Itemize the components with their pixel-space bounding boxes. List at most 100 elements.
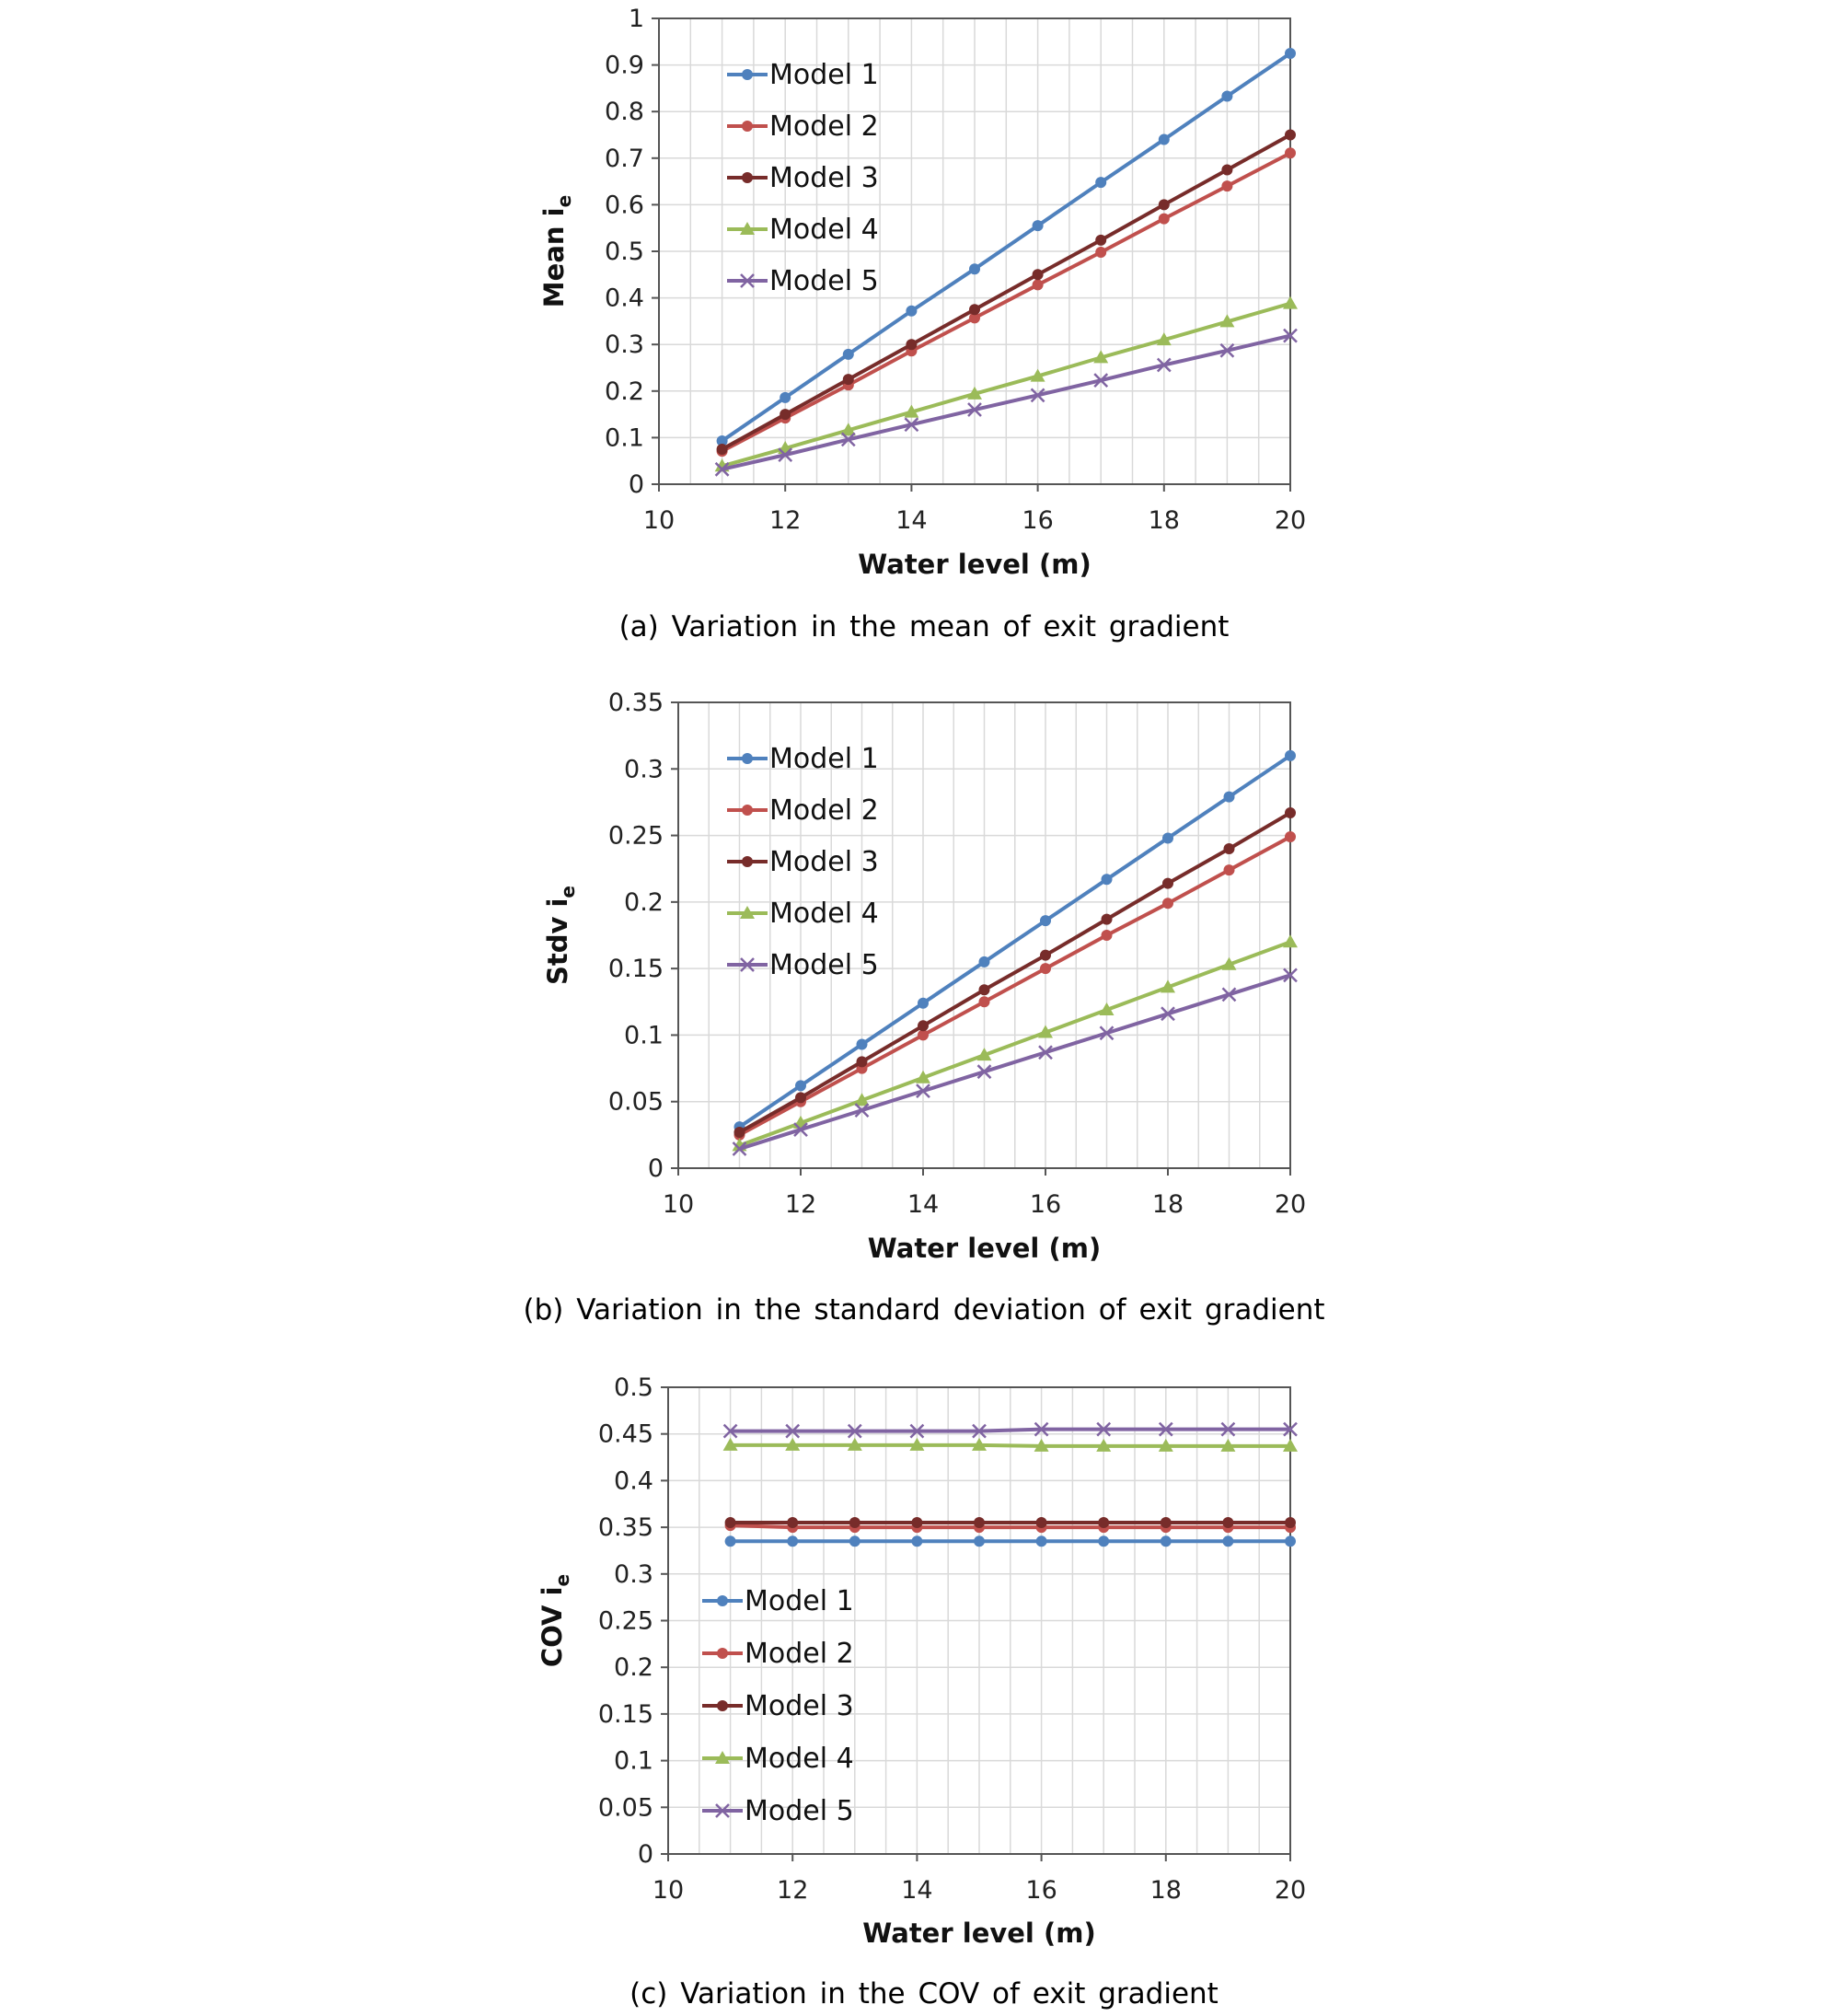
data-point xyxy=(854,1103,870,1118)
y-tick-label: 0.45 xyxy=(598,1420,653,1449)
x-tick-label: 18 xyxy=(1150,1876,1182,1905)
data-point xyxy=(918,1029,929,1041)
data-point xyxy=(1096,1438,1112,1452)
legend-label: Model 3 xyxy=(769,162,879,194)
series-line xyxy=(722,301,1291,469)
legend-item: Model 1 xyxy=(727,59,879,91)
legend: Model 1 Model 2 Model 3 Model 4 Model 5 xyxy=(727,743,879,981)
data-point xyxy=(849,1535,860,1547)
y-tick-label: 0 xyxy=(638,1840,653,1869)
data-point xyxy=(1221,180,1233,192)
legend: Model 1 Model 2 Model 3 Model 4 Model 5 xyxy=(702,1585,854,1827)
data-point xyxy=(916,1083,930,1099)
data-point xyxy=(1040,949,1051,961)
data-point xyxy=(1162,898,1173,910)
data-point xyxy=(1158,199,1170,211)
y-tick-label: 0.8 xyxy=(605,98,644,126)
series-model-5 xyxy=(722,1421,1298,1439)
data-point xyxy=(1038,1045,1053,1060)
legend-marker xyxy=(742,753,753,764)
x-axis-title: Water level (m) xyxy=(868,1233,1101,1264)
y-tick-label: 0.35 xyxy=(608,689,664,717)
data-point xyxy=(978,996,990,1008)
data-point xyxy=(1098,1535,1110,1547)
data-point xyxy=(1162,832,1173,844)
data-point xyxy=(904,417,919,433)
y-axis-ticks: 0 0.1 0.2 0.3 0.4 0.5 0.6 0.7 0.8 0.9 1 xyxy=(605,5,659,499)
x-tick-label: 20 xyxy=(1275,506,1306,535)
data-point xyxy=(1285,129,1296,141)
data-point xyxy=(1034,1438,1049,1452)
y-tick-label: 1 xyxy=(629,5,644,33)
series-model-5 xyxy=(732,967,1298,1156)
series-line xyxy=(738,940,1291,1148)
x-axis-title: Water level (m) xyxy=(862,1918,1095,1949)
data-point xyxy=(969,304,980,316)
series-line xyxy=(738,973,1291,1151)
data-point xyxy=(1221,90,1233,102)
data-point xyxy=(780,391,791,403)
y-tick-label: 0.4 xyxy=(614,1466,653,1495)
x-tick-label: 14 xyxy=(901,1876,932,1905)
chart-caption-mean: (a) Variation in the mean of exit gradie… xyxy=(618,610,1230,643)
legend-item: Model 1 xyxy=(727,743,879,775)
data-point xyxy=(716,434,728,446)
y-tick-label: 0 xyxy=(629,470,644,499)
series-model-1 xyxy=(724,1535,1296,1547)
y-axis-ticks: 0 0.05 0.1 0.15 0.2 0.25 0.3 0.35 xyxy=(608,689,678,1183)
data-point xyxy=(1219,314,1235,328)
data-point xyxy=(1034,1421,1049,1437)
x-tick-label: 18 xyxy=(1152,1190,1184,1219)
chart-caption-cov: (c) Variation in the COV of exit gradien… xyxy=(629,1977,1219,2010)
data-point xyxy=(849,1517,860,1529)
legend-label: Model 4 xyxy=(745,1743,854,1775)
data-point xyxy=(1158,1421,1173,1437)
data-point xyxy=(974,1517,985,1529)
y-tick-label: 0.5 xyxy=(605,238,644,266)
y-tick-label: 0.7 xyxy=(605,145,644,173)
y-tick-label: 0.1 xyxy=(624,1021,664,1049)
chart-panel-mean: 0 0.1 0.2 0.3 0.4 0.5 0.6 0.7 0.8 0.9 1 10 12 14 16 18 2… xyxy=(0,0,1848,644)
data-point xyxy=(854,1093,870,1106)
legend-label: Model 5 xyxy=(769,265,879,297)
data-point xyxy=(1285,831,1296,843)
series-line xyxy=(730,1427,1290,1433)
legend-item: Model 5 xyxy=(702,1795,854,1827)
y-axis-title-subscript: e xyxy=(551,1574,573,1587)
data-point xyxy=(1035,1535,1047,1547)
x-tick-label: 12 xyxy=(777,1876,808,1905)
data-point xyxy=(967,386,982,400)
legend-label: Model 2 xyxy=(769,110,879,143)
series-model-2 xyxy=(716,147,1296,458)
legend-label: Model 3 xyxy=(769,846,879,878)
chart-caption-stdv: (b) Variation in the standard deviation … xyxy=(523,1293,1325,1327)
data-point xyxy=(918,1020,929,1032)
legend-item: Model 5 xyxy=(727,949,879,981)
data-point xyxy=(978,956,990,967)
y-tick-label: 0.15 xyxy=(598,1700,653,1729)
legend-marker xyxy=(742,805,753,816)
data-point xyxy=(1101,930,1113,941)
y-axis-title: Stdv ie xyxy=(542,886,579,985)
y-tick-label: 0.2 xyxy=(624,888,664,917)
mean-exit-gradient-chart: 0 0.1 0.2 0.3 0.4 0.5 0.6 0.7 0.8 0.9 1 10 12 14 16 18 2… xyxy=(538,5,1306,580)
data-point xyxy=(1038,1025,1053,1038)
data-point xyxy=(847,1437,862,1451)
data-point xyxy=(1095,234,1107,246)
legend-label: Model 4 xyxy=(769,898,879,930)
data-point xyxy=(1220,1438,1236,1452)
legend-marker xyxy=(742,856,753,867)
data-point xyxy=(1098,1517,1110,1529)
y-tick-label: 0.1 xyxy=(614,1747,653,1776)
x-tick-label: 14 xyxy=(907,1190,939,1219)
y-tick-label: 0.05 xyxy=(598,1793,653,1822)
data-point xyxy=(978,984,990,996)
data-point xyxy=(1162,877,1173,889)
legend-item: Model 3 xyxy=(727,162,879,194)
series-line xyxy=(738,811,1292,1134)
data-point xyxy=(1220,1421,1236,1437)
data-point xyxy=(1095,177,1107,189)
legend-marker xyxy=(740,273,755,288)
data-point xyxy=(974,1535,985,1547)
chart-panel-stdv: 0 0.05 0.1 0.15 0.2 0.25 0.3 0.35 10 12 14 16 18 20 Wa… xyxy=(523,689,1325,1327)
